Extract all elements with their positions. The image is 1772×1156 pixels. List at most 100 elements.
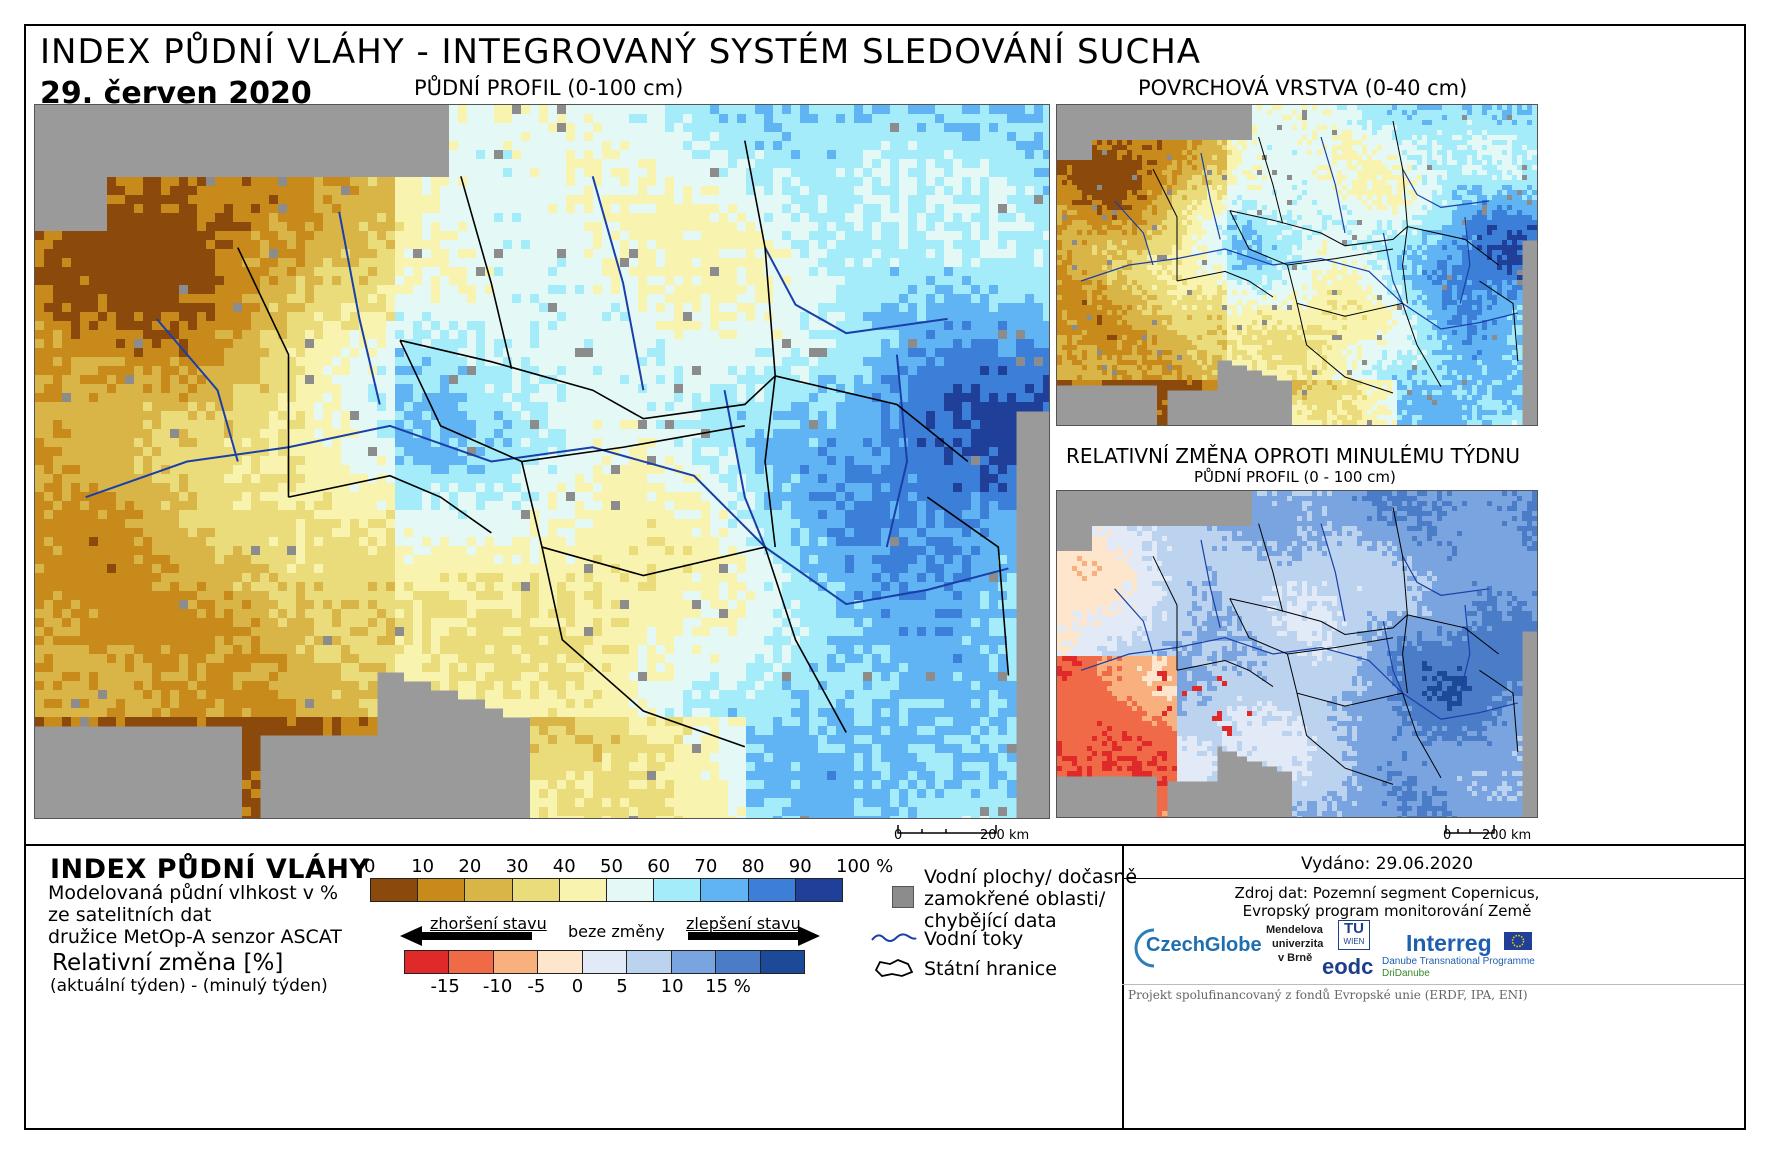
main-soil-moisture-map <box>34 104 1050 819</box>
border-line <box>764 546 847 733</box>
change-swatch <box>492 950 539 974</box>
index-swatch <box>558 878 607 902</box>
river-line <box>1459 605 1471 694</box>
index-tick-label: 0 <box>364 856 376 877</box>
border-line <box>399 339 776 420</box>
river-line <box>1402 555 1490 596</box>
change-swatch <box>715 950 761 974</box>
change-legend-title: Relativní změna [%] <box>52 950 284 976</box>
main-scale-zero: 0 <box>894 828 903 843</box>
border-line <box>775 375 969 463</box>
river-line <box>1114 200 1154 266</box>
footer-rule <box>1122 984 1744 985</box>
border-line <box>1258 136 1284 224</box>
interreg-logo: Interreg <box>1406 930 1492 956</box>
index-swatch <box>747 878 796 902</box>
small-scale-end: 200 km <box>1482 828 1532 843</box>
legend-desc-3: družice MetOp-A senzor ASCAT <box>48 926 342 948</box>
moisture-grid <box>1057 491 1537 817</box>
change-swatch <box>537 950 583 974</box>
czechglobe-logo: CzechGlobe <box>1132 924 1262 970</box>
index-tick-label: 60 <box>647 856 671 877</box>
surface-map-canvas <box>1057 105 1537 425</box>
river-line <box>1080 248 1518 330</box>
map-sheet: INDEX PŮDNÍ VLÁHY - INTEGROVANÝ SYSTÉM S… <box>24 24 1746 1130</box>
river-line <box>1200 152 1221 240</box>
eu-flag-icon <box>1504 932 1532 950</box>
river-line <box>1114 588 1154 655</box>
index-tick-label: 70 <box>694 856 718 877</box>
index-tick-label: 20 <box>458 856 482 877</box>
change-swatch <box>670 950 717 974</box>
state-borders <box>1152 120 1519 394</box>
border-line <box>541 546 746 748</box>
change-tick-label: -10 <box>482 976 513 997</box>
border-symbol <box>872 956 916 980</box>
index-tick-label: 80 <box>741 856 765 877</box>
legend-divider <box>26 844 1744 846</box>
border-line <box>1152 555 1178 671</box>
border-line <box>1229 598 1408 635</box>
river-line <box>1459 216 1471 304</box>
change-swatch <box>448 950 494 974</box>
index-swatch <box>700 878 749 902</box>
river-line <box>1382 232 1404 304</box>
river-line <box>1320 136 1346 234</box>
river-line <box>723 390 767 548</box>
legend-title: INDEX PŮDNÍ VLÁHY <box>50 854 370 885</box>
border-line <box>1176 659 1274 688</box>
index-color-scale <box>370 878 843 902</box>
border-line <box>1296 693 1394 785</box>
eu-funding-footer: Projekt spolufinancovaný z fondů Evropsk… <box>1128 988 1528 1002</box>
info-divider <box>1122 844 1124 1130</box>
river-line <box>85 424 1009 606</box>
border-line <box>1407 226 1499 266</box>
index-tick-label: 30 <box>505 856 529 877</box>
danube-programme-text: Danube Transnational Programme <box>1382 956 1535 967</box>
river-line <box>1320 523 1346 622</box>
eodc-logo: eodc <box>1322 954 1374 979</box>
index-swatch <box>606 878 655 902</box>
index-swatch <box>370 878 419 902</box>
index-swatch <box>417 878 466 902</box>
border-line <box>399 339 745 463</box>
nochange-label: beze změny <box>568 922 665 941</box>
legend-desc-2: ze satelitních dat <box>48 904 212 926</box>
index-tick-label: 100 % <box>836 856 894 877</box>
border-line <box>1258 523 1284 612</box>
water-label-1: Vodní plochy/ dočasně <box>924 866 1138 888</box>
change-map-canvas <box>1057 491 1537 817</box>
surface-layer-map <box>1056 104 1538 426</box>
mendel-text-1: Mendelova <box>1266 924 1323 936</box>
border-line <box>520 461 766 577</box>
change-tick-label: 15 % <box>705 976 751 997</box>
relative-change-map <box>1056 490 1538 818</box>
change-swatch <box>626 950 672 974</box>
change-swatch <box>759 950 805 974</box>
change-map-subtitle: PŮDNÍ PROFIL (0 - 100 cm) <box>1194 468 1396 486</box>
border-line <box>460 176 513 369</box>
mendel-text-3: v Brně <box>1278 952 1313 964</box>
river-line <box>591 176 645 391</box>
rivers <box>85 176 1009 606</box>
rivers <box>1080 136 1518 330</box>
state-borders <box>237 140 1010 748</box>
change-color-scale <box>404 950 805 974</box>
change-swatch <box>581 950 628 974</box>
river-line <box>155 318 239 462</box>
borders-label: Státní hranice <box>924 958 1057 980</box>
better-label: zlepšení stavu <box>686 914 801 933</box>
legend-desc-1: Modelovaná půdní vlhkost v % <box>48 882 339 904</box>
border-line <box>1152 168 1178 281</box>
tu-text: TU <box>1344 920 1364 937</box>
index-swatch <box>794 878 843 902</box>
river-line <box>764 247 948 335</box>
moisture-grid <box>1057 105 1537 425</box>
water-label-3: chybějící data <box>924 910 1057 932</box>
border-line <box>1479 669 1519 752</box>
change-tick-label: -15 <box>430 976 460 997</box>
wien-text: WIEN <box>1343 937 1365 946</box>
index-tick-label: 10 <box>411 856 435 877</box>
state-borders <box>1152 507 1519 785</box>
index-swatch <box>464 878 513 902</box>
